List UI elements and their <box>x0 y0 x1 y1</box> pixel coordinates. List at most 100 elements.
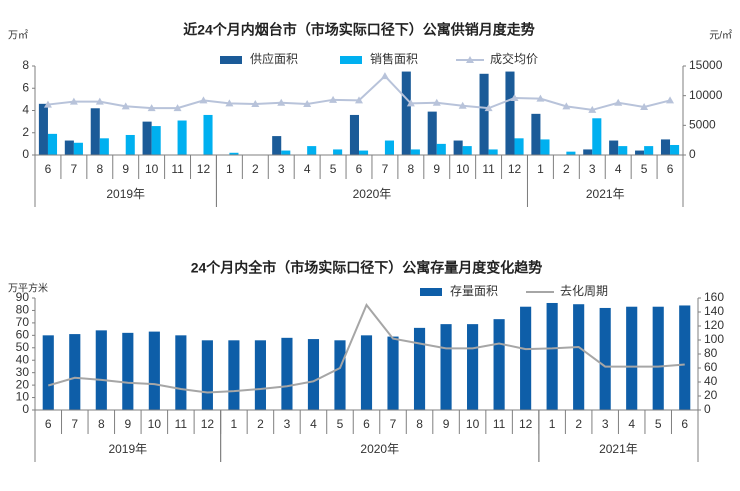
y2-tick-label: 0 <box>704 402 711 416</box>
line-marker <box>69 97 78 105</box>
bar <box>90 108 100 155</box>
x-tick-label: 4 <box>310 417 317 431</box>
line-marker <box>95 97 104 105</box>
bar <box>47 133 58 155</box>
bar <box>175 335 187 410</box>
x-tick-label: 9 <box>433 162 440 176</box>
bar <box>281 337 293 410</box>
bar <box>583 149 593 155</box>
bar <box>427 111 437 155</box>
bar <box>272 136 282 155</box>
bar <box>360 335 373 410</box>
group-label: 2021年 <box>599 442 638 456</box>
x-tick-label: 11 <box>493 417 506 431</box>
bar <box>410 149 420 155</box>
legend-label: 成交均价 <box>490 51 538 66</box>
x-tick-label: 3 <box>284 417 291 431</box>
y-tick-label: 80 <box>16 303 30 317</box>
line-marker <box>562 102 571 110</box>
y2-tick-label: 60 <box>704 360 718 374</box>
x-tick-label: 12 <box>508 162 522 176</box>
line-marker <box>510 94 519 102</box>
bar <box>488 149 498 155</box>
bar <box>387 336 399 410</box>
x-tick-label: 2 <box>563 162 570 176</box>
line-marker <box>277 98 286 106</box>
bar <box>122 332 134 410</box>
legend-marker <box>466 56 474 63</box>
line-marker <box>355 96 363 104</box>
group-label: 2020年 <box>360 442 399 456</box>
y2-tick-label: 5000 <box>689 118 716 132</box>
x-tick-label: 12 <box>519 417 533 431</box>
x-tick-label: 3 <box>602 417 609 431</box>
x-tick-label: 7 <box>390 417 397 431</box>
y-tick-label: 2 <box>22 125 29 139</box>
y2-tick-label: 15000 <box>689 58 723 72</box>
x-tick-label: 7 <box>382 162 389 176</box>
bar <box>359 150 369 155</box>
bar <box>229 152 239 155</box>
y2-tick-label: 0 <box>689 147 696 161</box>
y2-tick-label: 80 <box>704 346 718 360</box>
x-tick-label: 6 <box>667 162 674 176</box>
bar <box>201 340 213 410</box>
bar <box>69 334 81 410</box>
y-tick-label: 30 <box>16 365 30 379</box>
bar <box>281 150 291 155</box>
line-marker <box>303 99 312 107</box>
x-tick-label: 6 <box>45 162 52 176</box>
line-marker <box>588 105 597 113</box>
bar <box>479 73 489 155</box>
x-tick-label: 2 <box>575 417 582 431</box>
bar <box>626 306 638 410</box>
legend-label: 销售面积 <box>370 51 418 66</box>
x-tick-label: 10 <box>456 162 470 176</box>
group-label: 2020年 <box>353 187 392 201</box>
bar <box>436 143 446 155</box>
y2-tick-label: 10000 <box>689 88 723 102</box>
x-tick-label: 6 <box>45 417 52 431</box>
y-tick-label: 0 <box>22 402 29 416</box>
y2-tick-label: 120 <box>704 318 724 332</box>
group-label: 2019年 <box>108 442 147 456</box>
x-tick-label: 11 <box>175 417 188 431</box>
bar <box>652 306 664 410</box>
y-tick-label: 8 <box>22 58 29 72</box>
line-series <box>47 303 685 394</box>
bar <box>151 126 161 155</box>
line-series <box>47 74 671 111</box>
bar <box>42 335 54 410</box>
bar <box>679 305 691 410</box>
y-unit: 万平方米 <box>8 282 48 295</box>
legend-swatch <box>220 56 242 64</box>
x-tick-label: 9 <box>124 417 131 431</box>
bar <box>566 151 576 155</box>
bar <box>467 324 479 410</box>
bar <box>177 120 187 155</box>
legend-label: 供应面积 <box>250 51 298 66</box>
x-tick-label: 1 <box>549 417 556 431</box>
bar <box>546 302 558 410</box>
x-tick-label: 6 <box>356 162 363 176</box>
legend-label: 去化周期 <box>560 284 608 298</box>
x-tick-label: 1 <box>537 162 544 176</box>
x-tick-label: 1 <box>231 417 238 431</box>
x-tick-label: 10 <box>466 417 480 431</box>
x-tick-label: 4 <box>615 162 622 176</box>
y2-tick-label: 20 <box>704 388 718 402</box>
bar <box>142 121 152 155</box>
bar <box>64 140 74 155</box>
y-tick-label: 50 <box>16 340 30 354</box>
bar <box>307 339 320 410</box>
bar <box>125 134 135 155</box>
legend-label: 存量面积 <box>450 284 498 298</box>
line-marker <box>251 99 260 107</box>
bar <box>254 340 266 410</box>
x-tick-label: 3 <box>278 162 285 176</box>
y-tick-label: 6 <box>22 80 29 94</box>
bar <box>453 140 463 155</box>
bar <box>599 307 611 410</box>
line-marker <box>640 102 649 110</box>
line-marker <box>458 101 467 109</box>
